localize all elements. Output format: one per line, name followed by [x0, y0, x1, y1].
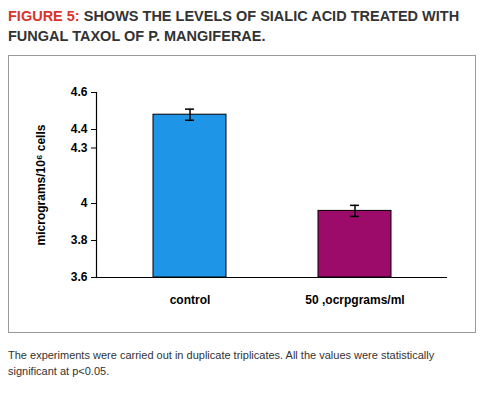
svg-text:4.4: 4.4: [71, 122, 88, 136]
svg-text:50 ,ocrpgrams/ml: 50 ,ocrpgrams/ml: [305, 293, 404, 307]
svg-text:4.3: 4.3: [71, 141, 88, 155]
svg-text:control: control: [170, 293, 211, 307]
svg-text:4: 4: [81, 196, 88, 210]
html-text:The experiments were carried o: The experiments were carried out in dupl…: [8, 349, 435, 377]
svg-text:3.8: 3.8: [71, 233, 88, 247]
svg-text:4.6: 4.6: [71, 85, 88, 99]
svg-text:3.6: 3.6: [71, 270, 88, 284]
svg-text:micrograms/10⁶ cells: micrograms/10⁶ cells: [34, 124, 48, 245]
html-text:FIGURE 5: SHOWS THE LEVELS OF: FIGURE 5: SHOWS THE LEVELS OF SIALIC ACI…: [8, 8, 460, 44]
